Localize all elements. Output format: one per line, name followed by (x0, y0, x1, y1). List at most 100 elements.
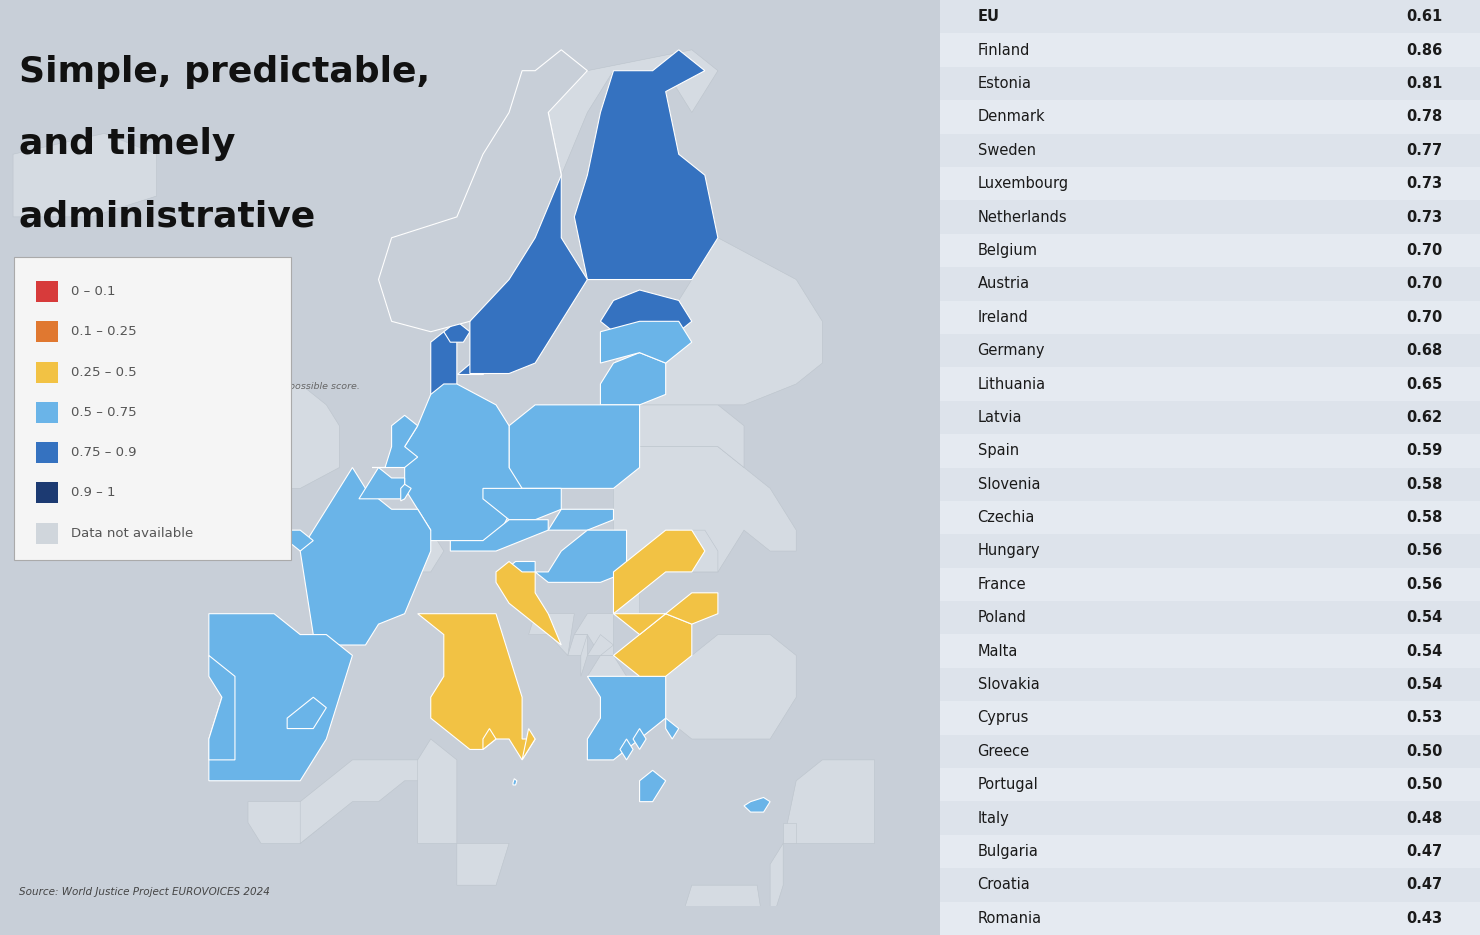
Polygon shape (360, 468, 404, 499)
Text: 0.77: 0.77 (1406, 143, 1442, 158)
Polygon shape (379, 50, 718, 332)
Bar (940, 200, 1480, 234)
Bar (940, 901, 1480, 935)
Text: Portugal: Portugal (978, 777, 1039, 792)
Bar (940, 668, 1480, 701)
Bar (940, 468, 1480, 501)
Polygon shape (783, 823, 796, 843)
Polygon shape (666, 718, 679, 739)
Text: Ireland: Ireland (978, 309, 1029, 324)
Bar (36, 362, 58, 382)
Text: 0.61: 0.61 (1406, 9, 1442, 24)
Bar (940, 66, 1480, 100)
Text: France: France (978, 577, 1026, 592)
Text: 0.81: 0.81 (1406, 76, 1442, 91)
Polygon shape (287, 698, 326, 728)
Bar (940, 801, 1480, 835)
Bar (36, 402, 58, 423)
Text: Bulgaria: Bulgaria (978, 844, 1039, 859)
Bar (36, 281, 58, 302)
Polygon shape (614, 237, 823, 405)
Text: Czechia: Czechia (978, 511, 1035, 525)
Polygon shape (457, 843, 509, 885)
Polygon shape (13, 134, 157, 217)
Polygon shape (653, 885, 770, 935)
Polygon shape (588, 676, 666, 760)
Bar (36, 482, 58, 503)
Text: Lithuania: Lithuania (978, 377, 1046, 392)
Polygon shape (614, 613, 691, 676)
Polygon shape (744, 798, 770, 813)
Polygon shape (141, 927, 149, 935)
Polygon shape (601, 322, 691, 363)
Text: Germany: Germany (978, 343, 1045, 358)
Polygon shape (300, 760, 431, 843)
Text: Finland: Finland (978, 43, 1030, 58)
Text: 0.47: 0.47 (1406, 844, 1442, 859)
Polygon shape (509, 405, 639, 488)
Bar (940, 300, 1480, 334)
Bar (940, 34, 1480, 66)
Text: 0 – 0.1: 0 – 0.1 (71, 285, 115, 298)
Text: Poland: Poland (978, 611, 1027, 626)
Bar (940, 100, 1480, 134)
Text: EU AVERAGE: 0.61: EU AVERAGE: 0.61 (19, 334, 232, 354)
Text: Luxembourg: Luxembourg (978, 176, 1069, 191)
Polygon shape (588, 635, 614, 655)
Text: proceedings: proceedings (19, 271, 269, 305)
Polygon shape (431, 332, 457, 395)
Polygon shape (620, 739, 633, 760)
Bar (940, 167, 1480, 200)
Polygon shape (601, 352, 666, 405)
Text: 0.56: 0.56 (1406, 543, 1442, 558)
Polygon shape (503, 562, 536, 583)
Text: 0.58: 0.58 (1406, 511, 1442, 525)
Text: Slovenia: Slovenia (978, 477, 1040, 492)
Text: Malta: Malta (978, 643, 1018, 658)
Bar (940, 267, 1480, 300)
Text: Spain: Spain (978, 443, 1018, 458)
Polygon shape (482, 728, 496, 750)
Polygon shape (522, 728, 536, 760)
Text: Netherlands: Netherlands (978, 209, 1067, 224)
Polygon shape (783, 760, 875, 843)
Text: Latvia: Latvia (978, 410, 1023, 424)
Text: 0.54: 0.54 (1406, 677, 1442, 692)
Text: 0.65: 0.65 (1406, 377, 1442, 392)
Text: 0.86: 0.86 (1406, 43, 1442, 58)
Text: 0.73: 0.73 (1406, 176, 1442, 191)
Polygon shape (482, 488, 561, 520)
Polygon shape (249, 369, 260, 405)
Bar (940, 434, 1480, 468)
Text: 0.25 – 0.5: 0.25 – 0.5 (71, 366, 138, 379)
Text: EU: EU (978, 9, 999, 24)
Text: 0.58: 0.58 (1406, 477, 1442, 492)
Text: 0.5 – 0.75: 0.5 – 0.75 (71, 406, 138, 419)
Text: 0.62: 0.62 (1406, 410, 1442, 424)
Bar (940, 869, 1480, 901)
Bar (940, 334, 1480, 367)
FancyBboxPatch shape (15, 257, 292, 560)
Text: 0.9 – 1: 0.9 – 1 (71, 486, 115, 499)
Text: 0.59: 0.59 (1406, 443, 1442, 458)
Polygon shape (404, 530, 444, 572)
Bar (940, 234, 1480, 267)
Polygon shape (195, 378, 249, 457)
Polygon shape (379, 50, 588, 332)
Text: 0.48: 0.48 (1406, 811, 1442, 826)
Polygon shape (679, 530, 718, 572)
Polygon shape (588, 655, 626, 676)
Polygon shape (417, 613, 536, 760)
Bar (36, 442, 58, 463)
Text: 0.78: 0.78 (1406, 109, 1442, 124)
Text: 0.73: 0.73 (1406, 209, 1442, 224)
Polygon shape (568, 635, 588, 655)
Text: 0.54: 0.54 (1406, 643, 1442, 658)
Bar (36, 322, 58, 342)
Polygon shape (528, 613, 574, 655)
Polygon shape (666, 635, 796, 739)
Polygon shape (404, 384, 522, 540)
Text: 0.70: 0.70 (1406, 277, 1442, 292)
Bar (940, 534, 1480, 568)
Text: administrative: administrative (19, 199, 317, 233)
